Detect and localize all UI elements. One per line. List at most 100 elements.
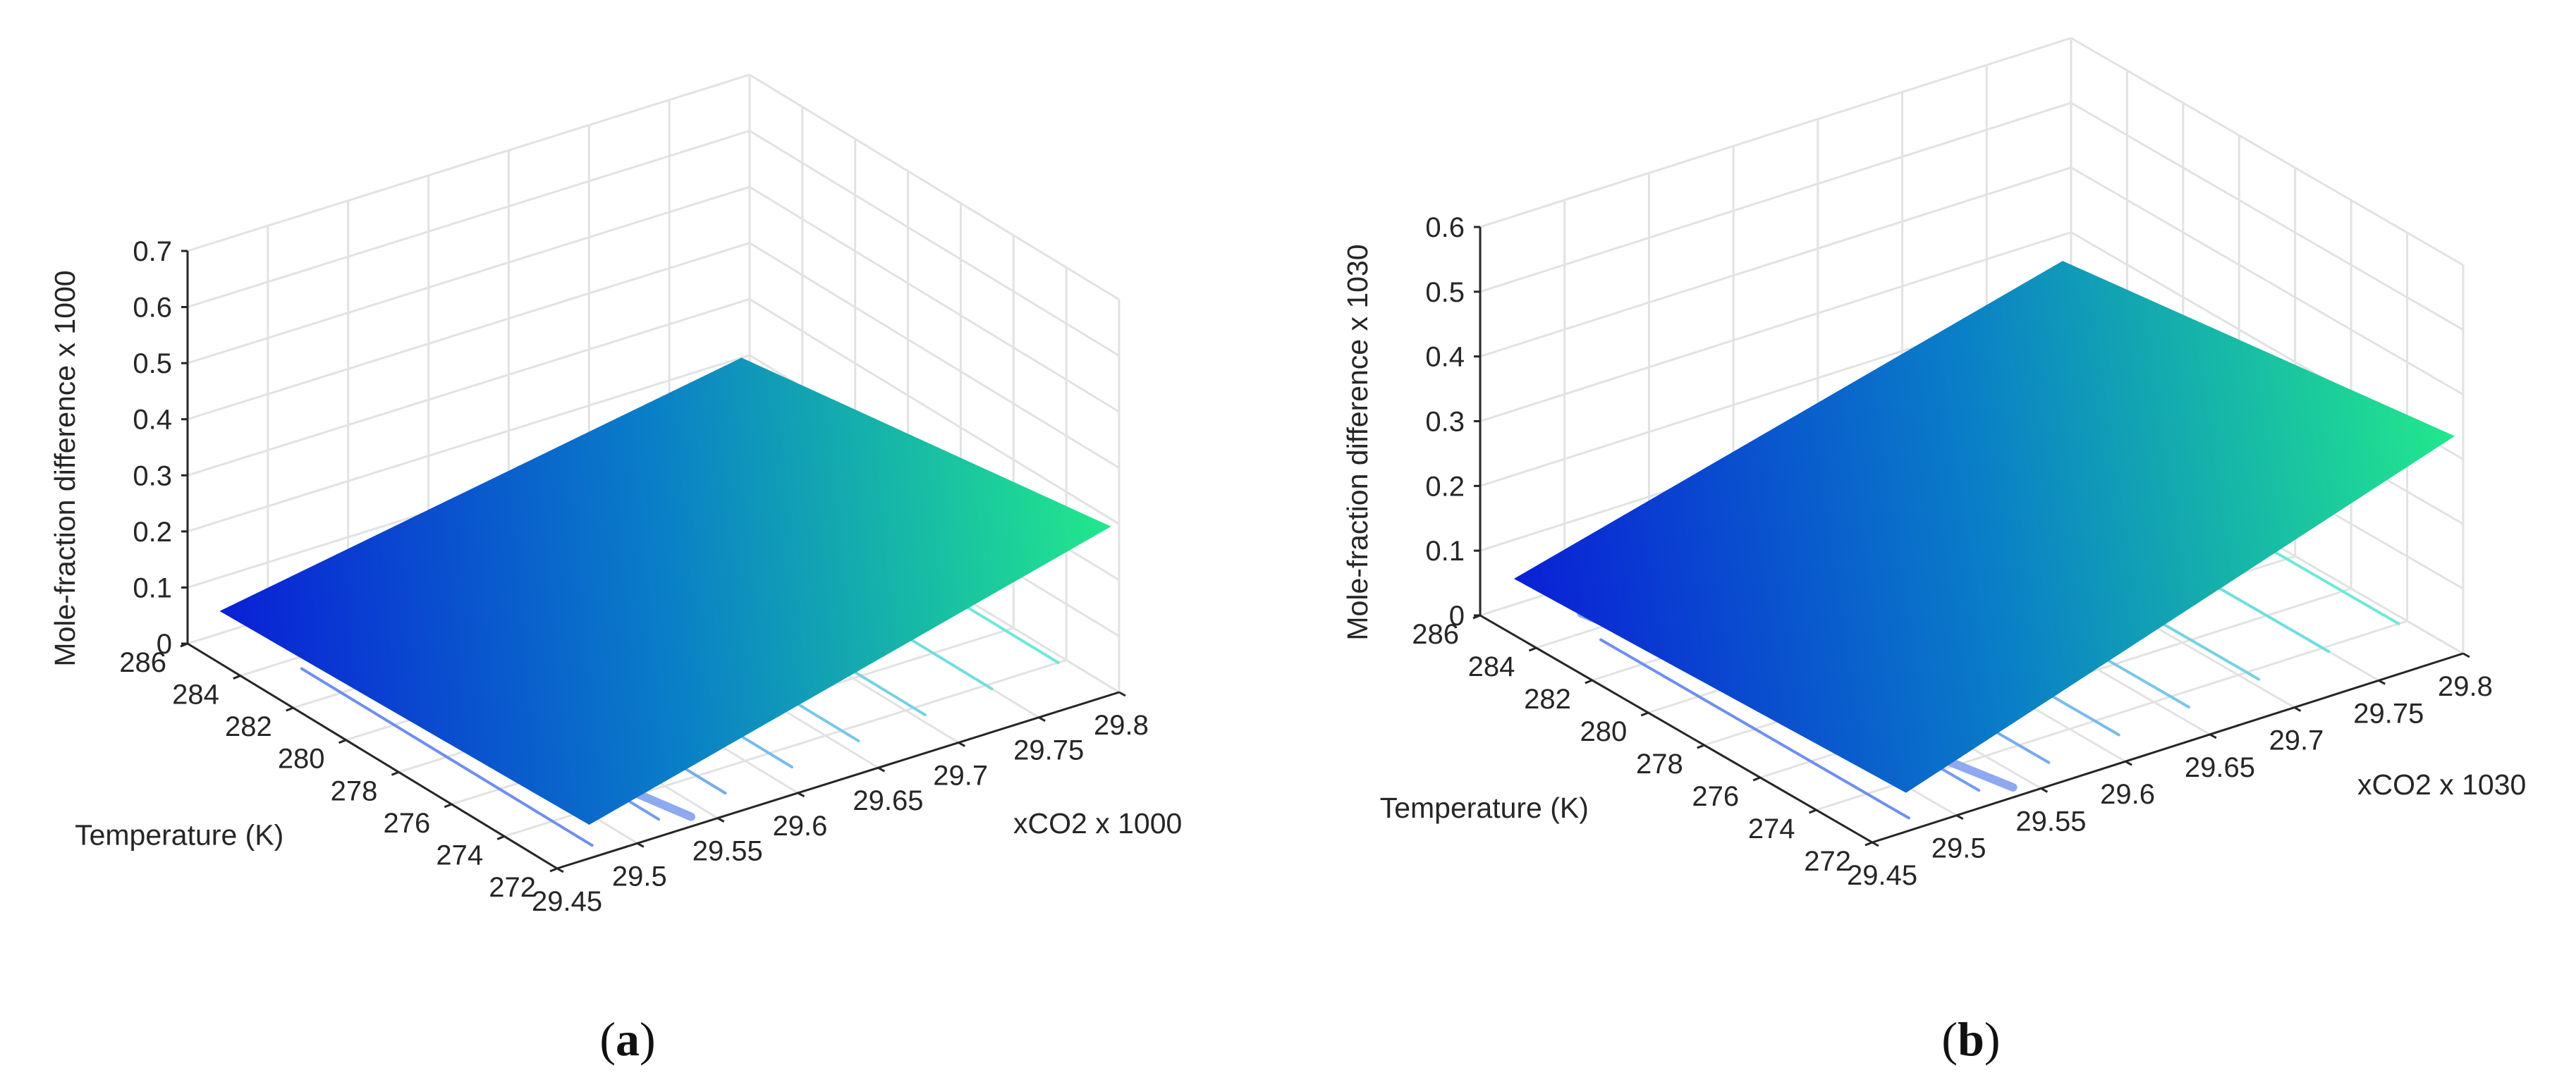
y-tick-label: 286 (1412, 619, 1459, 650)
x-tick-label: 29.6 (2100, 779, 2155, 810)
x-tick (2209, 733, 2217, 739)
z-tick-label: 0.3 (1425, 407, 1465, 438)
caption-a-letter: a (616, 1012, 640, 1066)
x-tick-label: 29.7 (2269, 725, 2324, 756)
x-tick-label: 29.7 (933, 760, 988, 791)
x-tick (797, 792, 805, 798)
gridline-backwall-z (187, 185, 750, 364)
gridline-backwall-z (187, 297, 750, 477)
caption-a: (a) (599, 1012, 655, 1066)
y-tick (444, 803, 452, 809)
x-tick (637, 842, 645, 848)
z-tick-label: 0.5 (1425, 277, 1465, 308)
x-tick-label: 29.45 (1847, 860, 1917, 891)
gridline-backwall-z (1479, 37, 2072, 228)
x-axis-label: xCO2 x 1030 (2357, 768, 2526, 801)
z-tick-label: 0.5 (133, 348, 172, 379)
y-tick (1697, 744, 1705, 749)
y-axis-line (187, 642, 558, 870)
y-tick-label: 278 (331, 775, 378, 806)
z-tick-label: 0.6 (1425, 212, 1465, 243)
y-tick (1809, 809, 1817, 814)
y-tick (1752, 776, 1761, 782)
x-tick-label: 29.55 (2015, 806, 2086, 837)
axes-group: 29.4529.529.5529.629.6529.729.7529.82722… (1341, 212, 2526, 891)
x-tick-label: 29.8 (1094, 710, 1149, 741)
y-tick-label: 274 (1748, 813, 1795, 845)
gridline-backwall-z (187, 130, 750, 309)
gridline-sidewall-z (749, 242, 1120, 469)
y-axis-label: Temperature (K) (75, 818, 283, 851)
x-tick (1955, 814, 1964, 821)
x-tick-label: 29.45 (532, 886, 602, 917)
x-tick-label: 29.6 (773, 811, 828, 842)
x-tick-label: 29.8 (2438, 671, 2493, 702)
x-tick-label: 29.5 (612, 861, 667, 892)
gridline-backwall-z (187, 354, 750, 533)
x-tick-label: 29.65 (2185, 752, 2255, 783)
y-tick-label: 282 (225, 711, 272, 742)
surface (1513, 261, 2455, 793)
y-tick-label: 276 (1692, 781, 1739, 812)
y-tick (1864, 841, 1873, 847)
x-tick (1038, 716, 1046, 723)
x-tick (1872, 841, 1879, 847)
z-tick-label: 0.4 (133, 405, 172, 436)
x-tick (2293, 706, 2302, 712)
z-tick-label: 0 (157, 629, 172, 660)
x-axis-label: xCO2 x 1000 (1013, 807, 1182, 840)
y-tick (286, 706, 294, 712)
y-tick (391, 770, 399, 776)
y-tick-label: 286 (119, 647, 166, 678)
z-axis-label: Mole-fraction difference x 1030 (1341, 244, 1374, 640)
x-tick-label: 29.65 (853, 785, 923, 816)
z-tick-label: 0.2 (1425, 471, 1465, 502)
y-tick (496, 835, 505, 840)
y-tick-label: 278 (1636, 749, 1683, 780)
gridline-backwall-z (1479, 166, 2072, 358)
axes-group: 29.4529.529.5529.629.6529.729.7529.82722… (49, 236, 1182, 917)
surface (219, 357, 1111, 825)
y-tick-label: 274 (436, 840, 483, 871)
z-tick-label: 0.6 (133, 293, 172, 324)
gridline-sidewall-z (749, 298, 1120, 525)
y-tick (338, 739, 347, 744)
gridline-backwall-z (187, 242, 750, 421)
y-tick (549, 867, 558, 873)
contour-line (1599, 638, 1910, 820)
chart-panel-b: 29.45 29.5 29.55 29.6 29.65 29.7 29.75 29.8 272 2… (1341, 37, 2526, 891)
y-tick-label: 280 (1580, 716, 1628, 747)
x-axis-line (556, 691, 1120, 870)
x-tick (2462, 652, 2470, 658)
gridline-backwall-z (1479, 231, 2072, 422)
gridline-sidewall-z (2070, 37, 2464, 266)
x-tick (556, 867, 564, 873)
x-tick (958, 742, 966, 747)
gridline-backwall-z (1479, 102, 2072, 293)
z-tick-label: 0 (1449, 601, 1465, 632)
z-tick-label: 0.4 (1425, 342, 1465, 373)
gridline-sidewall-z (749, 185, 1120, 413)
gridline-backwall-z (187, 73, 750, 252)
chart-panel-a: 29.4529.529.5529.629.6529.729.7529.82722… (49, 73, 1182, 917)
gridline-sidewall-z (2070, 166, 2464, 395)
x-tick (877, 766, 886, 773)
x-tick (716, 817, 725, 823)
y-tick-label: 272 (489, 872, 536, 903)
x-tick-label: 29.55 (692, 836, 763, 867)
x-tick-label: 29.5 (1931, 833, 1986, 864)
y-axis-line (1479, 614, 1873, 844)
z-tick-label: 0.1 (1425, 536, 1465, 567)
y-axis-label: Temperature (K) (1380, 792, 1589, 824)
gridline-sidewall-z (749, 130, 1120, 357)
x-tick (2378, 679, 2386, 685)
y-tick (1585, 679, 1593, 684)
y-tick-label: 284 (172, 680, 219, 711)
y-tick (1528, 646, 1537, 652)
x-tick (1118, 691, 1126, 697)
z-tick-label: 0.3 (133, 460, 172, 491)
z-tick-label: 0.1 (133, 572, 172, 603)
x-tick-label: 29.75 (1013, 735, 1084, 766)
z-axis-label: Mole-fraction difference x 1000 (49, 270, 81, 666)
z-tick-label: 0.2 (133, 517, 172, 548)
